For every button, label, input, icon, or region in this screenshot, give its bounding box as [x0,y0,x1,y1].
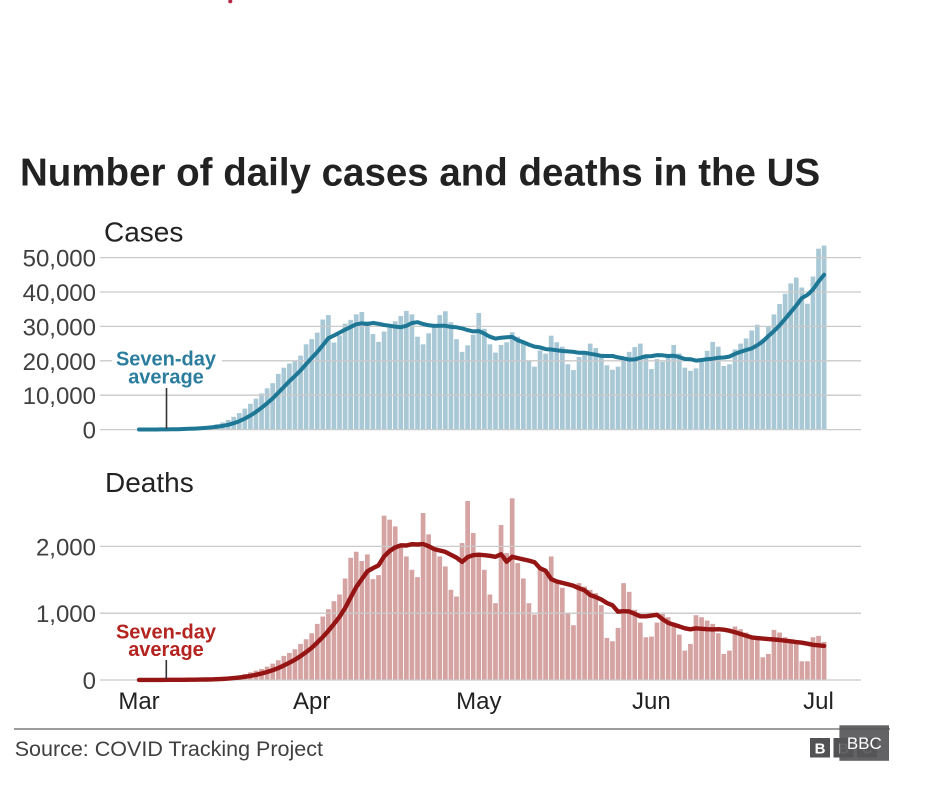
svg-text:BBC: BBC [847,734,882,753]
svg-text:May: May [456,688,501,715]
svg-text:Apr: Apr [293,688,330,715]
svg-text:30,000: 30,000 [23,314,96,341]
svg-text:Deaths: Deaths [105,467,194,498]
svg-text:50,000: 50,000 [23,246,96,273]
svg-text:Number of daily cases and deat: Number of daily cases and deaths in the … [20,152,820,195]
svg-text:B: B [815,741,826,758]
svg-text:0: 0 [83,418,96,445]
svg-text:Source: COVID Tracking Project: Source: COVID Tracking Project [15,737,323,761]
svg-text:average: average [128,366,204,388]
svg-text:10,000: 10,000 [23,383,96,410]
svg-text:Mar: Mar [118,688,159,715]
svg-text:0: 0 [83,668,96,695]
svg-text:20,000: 20,000 [23,349,96,376]
svg-text:40,000: 40,000 [23,280,96,307]
svg-text:average: average [128,639,204,661]
svg-text:Jul: Jul [803,688,834,715]
svg-text:Cases: Cases [104,217,183,248]
svg-text:1,000: 1,000 [36,601,96,628]
svg-text:2,000: 2,000 [36,534,96,561]
svg-text:Jun: Jun [632,688,671,715]
